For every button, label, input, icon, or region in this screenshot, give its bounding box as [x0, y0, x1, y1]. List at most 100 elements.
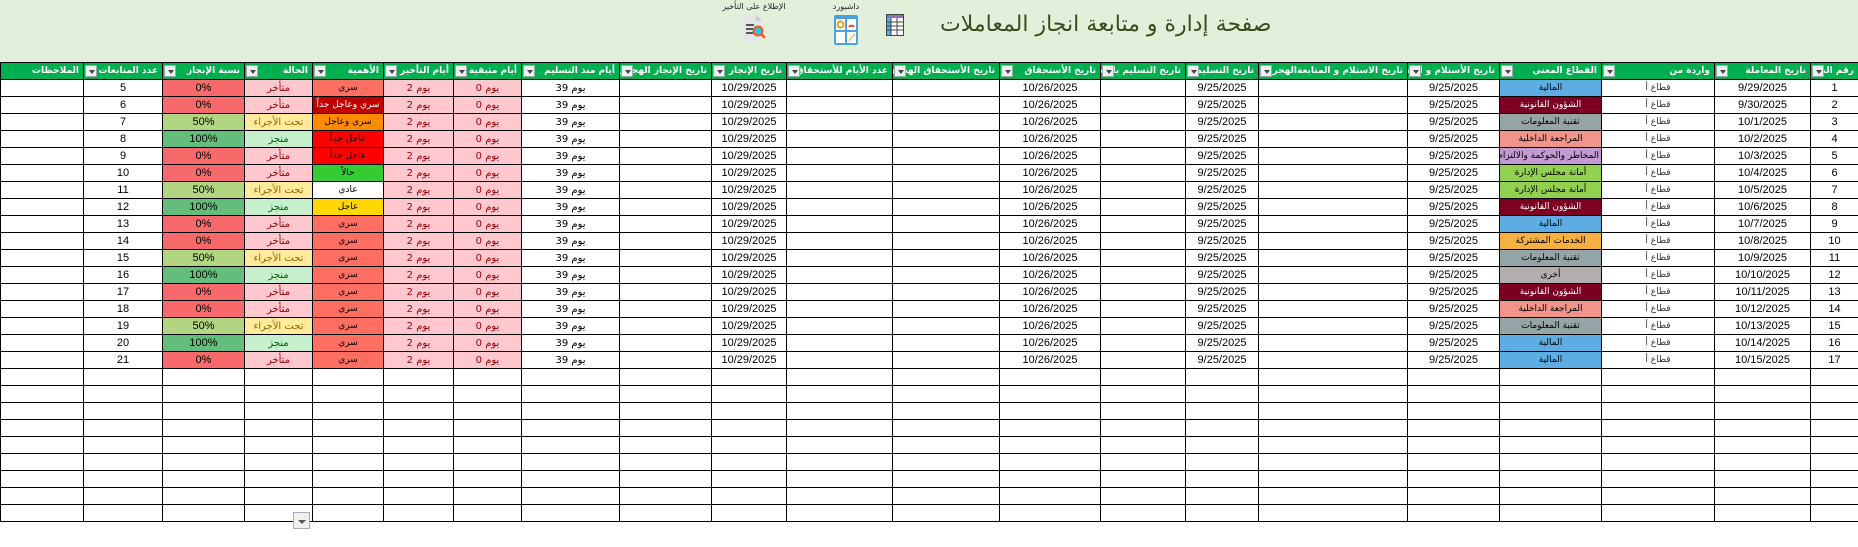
received-date-cell[interactable]: 9/25/2025	[1407, 96, 1500, 114]
days-since-delivery-cell[interactable]: يوم 39	[521, 79, 620, 97]
progress-cell[interactable]: 100%	[162, 198, 245, 216]
filter-dropdown-icon[interactable]	[523, 65, 535, 77]
empty-cell[interactable]	[1185, 368, 1259, 386]
delivery-date-cell[interactable]: 9/25/2025	[1185, 232, 1259, 250]
delivery-hijri-cell[interactable]	[1100, 317, 1186, 335]
received-date-cell[interactable]: 9/25/2025	[1407, 317, 1500, 335]
days-since-delivery-cell[interactable]: يوم 39	[521, 249, 620, 267]
empty-cell[interactable]	[1185, 436, 1259, 454]
empty-cell[interactable]	[0, 385, 84, 403]
status-cell[interactable]: منجز	[244, 130, 313, 148]
empty-cell[interactable]	[711, 402, 787, 420]
filter-dropdown-icon[interactable]	[621, 65, 633, 77]
importance-cell[interactable]: حالاً	[312, 164, 384, 182]
empty-cell[interactable]	[0, 436, 84, 454]
days-remaining-cell[interactable]: يوم 0	[453, 317, 522, 335]
notes-cell[interactable]	[0, 79, 84, 97]
empty-cell[interactable]	[619, 385, 712, 403]
progress-cell[interactable]: 50%	[162, 317, 245, 335]
empty-cell[interactable]	[383, 487, 454, 505]
empty-cell[interactable]	[521, 487, 620, 505]
followups-cell[interactable]: 9	[83, 147, 163, 165]
followups-cell[interactable]: 12	[83, 198, 163, 216]
status-cell[interactable]: متأخر	[244, 79, 313, 97]
empty-cell[interactable]	[383, 368, 454, 386]
notes-cell[interactable]	[0, 215, 84, 233]
transaction-number-cell[interactable]: 13	[1810, 283, 1858, 301]
completion-hijri-cell[interactable]	[619, 181, 712, 199]
empty-cell[interactable]	[1810, 470, 1858, 488]
empty-cell[interactable]	[1810, 436, 1858, 454]
empty-cell[interactable]	[1810, 385, 1858, 403]
empty-cell[interactable]	[1810, 368, 1858, 386]
completion-hijri-cell[interactable]	[619, 130, 712, 148]
delivery-date-cell[interactable]: 9/25/2025	[1185, 215, 1259, 233]
days-remaining-cell[interactable]: يوم 0	[453, 130, 522, 148]
completion-hijri-cell[interactable]	[619, 96, 712, 114]
empty-cell[interactable]	[1499, 419, 1602, 437]
due-hijri-cell[interactable]	[892, 130, 1000, 148]
delivery-hijri-cell[interactable]	[1100, 164, 1186, 182]
status-cell[interactable]: تحت الأجراء	[244, 317, 313, 335]
notes-cell[interactable]	[0, 164, 84, 182]
empty-cell[interactable]	[1499, 368, 1602, 386]
filter-dropdown-icon[interactable]	[1001, 65, 1013, 77]
progress-cell[interactable]: 100%	[162, 130, 245, 148]
due-hijri-cell[interactable]	[892, 181, 1000, 199]
progress-cell[interactable]: 0%	[162, 300, 245, 318]
delivery-hijri-cell[interactable]	[1100, 198, 1186, 216]
delivery-hijri-cell[interactable]	[1100, 266, 1186, 284]
due-hijri-cell[interactable]	[892, 351, 1000, 369]
transaction-number-cell[interactable]: 4	[1810, 130, 1858, 148]
importance-cell[interactable]: سري	[312, 317, 384, 335]
empty-cell[interactable]	[312, 436, 384, 454]
empty-cell[interactable]	[83, 504, 163, 522]
importance-cell[interactable]: عاجل جداً	[312, 147, 384, 165]
notes-cell[interactable]	[0, 198, 84, 216]
days-remaining-cell[interactable]: يوم 0	[453, 232, 522, 250]
importance-cell[interactable]: سري	[312, 351, 384, 369]
delivery-hijri-cell[interactable]	[1100, 232, 1186, 250]
followups-cell[interactable]: 18	[83, 300, 163, 318]
due-hijri-cell[interactable]	[892, 96, 1000, 114]
notes-cell[interactable]	[0, 96, 84, 114]
empty-cell[interactable]	[312, 419, 384, 437]
empty-cell[interactable]	[1714, 504, 1811, 522]
sector-cell[interactable]: الشؤون القانونية	[1499, 96, 1602, 114]
empty-cell[interactable]	[1499, 402, 1602, 420]
received-hijri-cell[interactable]	[1258, 232, 1408, 250]
transaction-date-cell[interactable]: 9/29/2025	[1714, 79, 1811, 97]
progress-cell[interactable]: 0%	[162, 232, 245, 250]
due-hijri-cell[interactable]	[892, 334, 1000, 352]
sector-cell[interactable]: أخرى	[1499, 266, 1602, 284]
empty-cell[interactable]	[999, 504, 1101, 522]
sector-cell[interactable]: الشؤون القانونية	[1499, 198, 1602, 216]
empty-cell[interactable]	[312, 470, 384, 488]
received-hijri-cell[interactable]	[1258, 300, 1408, 318]
completion-date-cell[interactable]: 10/29/2025	[711, 300, 787, 318]
received-date-cell[interactable]: 9/25/2025	[1407, 113, 1500, 131]
empty-cell[interactable]	[162, 368, 245, 386]
delivery-hijri-cell[interactable]	[1100, 181, 1186, 199]
empty-cell[interactable]	[1258, 487, 1408, 505]
empty-cell[interactable]	[1258, 453, 1408, 471]
delivery-date-cell[interactable]: 9/25/2025	[1185, 113, 1259, 131]
received-date-cell[interactable]: 9/25/2025	[1407, 232, 1500, 250]
sector-cell[interactable]: تقنية المعلومات	[1499, 317, 1602, 335]
empty-cell[interactable]	[786, 419, 893, 437]
empty-cell[interactable]	[83, 453, 163, 471]
completion-date-cell[interactable]: 10/29/2025	[711, 232, 787, 250]
notes-cell[interactable]	[0, 147, 84, 165]
empty-cell[interactable]	[711, 368, 787, 386]
completion-date-cell[interactable]: 10/29/2025	[711, 351, 787, 369]
days-delay-cell[interactable]: يوم 2	[383, 334, 454, 352]
followups-cell[interactable]: 21	[83, 351, 163, 369]
transaction-number-cell[interactable]: 2	[1810, 96, 1858, 114]
days-to-due-cell[interactable]	[786, 266, 893, 284]
empty-cell[interactable]	[1407, 436, 1500, 454]
delivery-date-cell[interactable]: 9/25/2025	[1185, 351, 1259, 369]
completion-date-cell[interactable]: 10/29/2025	[711, 334, 787, 352]
empty-cell[interactable]	[1185, 453, 1259, 471]
empty-cell[interactable]	[786, 385, 893, 403]
progress-cell[interactable]: 0%	[162, 164, 245, 182]
